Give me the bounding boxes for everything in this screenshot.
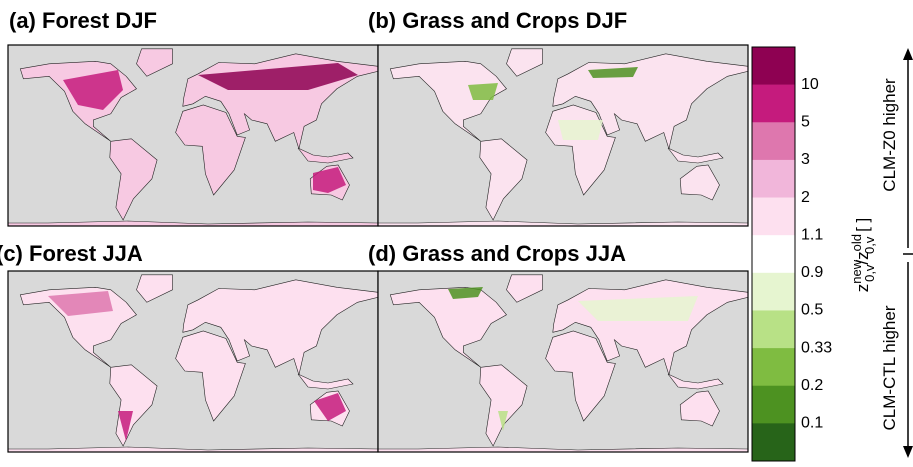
panel-frame — [377, 270, 749, 453]
annotation-upper: CLM-Z0 higher — [880, 78, 899, 192]
colorbar-label-part: 0,v — [862, 264, 877, 282]
colorbar-label-part: new — [849, 259, 864, 283]
colorbar-segment — [752, 47, 795, 85]
region — [578, 296, 698, 321]
colorbar-tick-label: 0.2 — [801, 377, 823, 394]
region — [558, 120, 603, 140]
panels — [7, 44, 749, 453]
panel-frame — [377, 44, 749, 227]
colorbar-tick-label: 3 — [801, 151, 810, 168]
region — [118, 411, 133, 441]
map-panel — [7, 44, 379, 227]
region — [48, 291, 113, 316]
colorbar-segment — [752, 348, 795, 387]
colorbar: 10 5 3 2 1.1 0.9 0.5 0.33 0.2 0.1 — [751, 46, 832, 462]
colorbar-segment — [752, 197, 795, 236]
colorbar-label-part: old — [849, 234, 864, 251]
colorbar-segment — [752, 159, 795, 198]
colorbar-segment — [752, 385, 795, 424]
colorbar-segment — [752, 272, 795, 311]
colorbar-tick-label: 1.1 — [801, 226, 823, 243]
colorbar-label-part: z — [853, 284, 872, 293]
region — [468, 83, 498, 100]
colorbar-tick-label: 2 — [801, 189, 810, 206]
colorbar-tick-label: 0.5 — [801, 302, 823, 319]
arrowhead — [903, 446, 913, 458]
colorbar-segment — [752, 235, 795, 274]
annotation-lower: CLM-CTL higher — [880, 305, 899, 430]
colorbar-label-part: [ ] — [853, 218, 872, 237]
colorbar-tick-label: 0.33 — [801, 339, 832, 356]
region — [63, 70, 123, 110]
map-panel — [7, 270, 379, 453]
region — [314, 393, 346, 421]
colorbar-tick-label: 0.9 — [801, 264, 823, 281]
colorbar-segment — [752, 122, 795, 161]
arrowhead — [903, 48, 913, 60]
region — [448, 287, 483, 299]
panel-title: (d) Grass and Crops JJA — [368, 241, 626, 266]
colorbar-label-part: 0,v — [862, 236, 877, 254]
colorbar-tick-label: 0.1 — [801, 415, 823, 432]
colorbar-segment — [752, 310, 795, 349]
map-panel — [377, 44, 749, 227]
arrows — [903, 48, 913, 458]
colorbar-tick-label: 5 — [801, 113, 810, 130]
colorbar-label: znew0,v/zold0,v [ ] — [849, 218, 877, 293]
panel-title: (a) Forest DJF — [9, 8, 157, 33]
panel-title: (c) Forest JJA — [0, 241, 143, 266]
colorbar-frame — [751, 46, 796, 462]
region — [313, 167, 346, 193]
colorbar-tick-label: 10 — [801, 76, 819, 93]
colorbar-label-part: /z — [853, 251, 872, 264]
panel-title: (b) Grass and Crops DJF — [368, 8, 627, 33]
map-panel — [377, 270, 749, 453]
region — [498, 411, 508, 431]
region — [198, 63, 358, 90]
colorbar-segment — [752, 423, 795, 462]
region — [588, 67, 638, 78]
colorbar-segment — [752, 84, 795, 123]
